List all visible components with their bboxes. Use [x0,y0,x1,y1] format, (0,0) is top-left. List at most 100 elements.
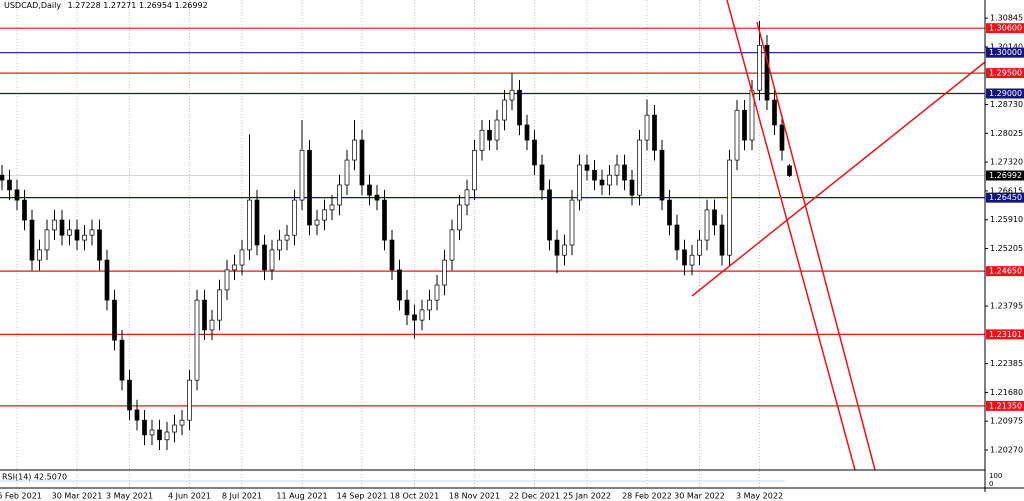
candle-body [779,124,785,151]
candle-body [682,249,687,266]
candle-body [622,164,627,181]
rsi-label: RSI(14) 42.5070 [2,473,67,482]
x-tick-label: 30 Mar 2022 [674,492,725,501]
candle-body [164,431,170,441]
candle-body [187,379,192,421]
candle-body [772,99,777,126]
x-tick-label: 18 Oct 2021 [390,492,439,501]
candle-body [337,184,342,206]
candle-body [359,139,365,186]
current-price-label: 1.26992 [989,171,1022,180]
symbol: USDCAD,Daily [4,1,61,10]
candle-body [52,219,57,231]
candle-body [599,179,605,186]
x-tick-label: 18 Nov 2021 [449,492,500,501]
x-tick-label: 28 Feb 2022 [622,492,672,501]
candle-body [112,299,117,341]
candle-body [494,119,500,141]
trendline [726,0,856,471]
candle-body [7,179,12,191]
x-tick-label: 3 May 2021 [106,492,153,501]
candle-body [532,139,537,166]
candle-body [59,219,65,236]
high: 1.27271 [103,1,136,10]
candle-body [97,229,102,261]
candle-body [734,109,740,161]
candle-body [262,244,267,271]
candle-body [239,249,245,266]
candle-body [149,429,155,436]
candle-body [584,164,590,171]
candle-body [89,229,95,236]
candle-body [592,169,597,181]
candle-body [277,239,282,251]
y-tick-label: 1.30140 [990,42,1023,51]
candle-body [667,199,672,226]
level-box [986,23,1024,34]
x-tick-label: 11 Aug 2021 [276,492,327,501]
candle-body [554,239,560,256]
candle-body [247,199,252,251]
candle-body [652,114,657,151]
candle-body [172,424,177,433]
x-tick-label: 14 Sep 2021 [337,492,388,501]
level-box [986,47,1024,58]
candle-body [464,189,470,206]
candle-body [449,229,455,261]
candle-body [269,249,275,271]
y-tick-label: 1.23795 [990,302,1023,311]
candle-body [457,204,462,231]
y-tick-label: 1.27320 [990,158,1023,167]
x-tick-label: 22 Dec 2021 [509,492,560,501]
low: 1.26954 [139,1,172,10]
levels: 1.30600 1.30000 1.29500 1.29000 1.26450 1.246… [0,23,1024,411]
candle-body [629,179,635,196]
candle-body [322,209,327,221]
candle-body [307,149,312,226]
candle-body [374,194,380,201]
candle-body [419,309,425,321]
candle-body [637,139,642,196]
candle-body [404,299,410,316]
rsi-scale: 100 [989,472,1002,480]
candle-body [14,189,20,201]
level-label: 1.30000 [989,48,1022,57]
candle-body [787,165,792,176]
x-tick-label: 4 Jun 2021 [168,492,211,501]
candle-body [547,189,552,241]
candle-body [344,159,350,186]
level-label: 1.23101 [989,330,1022,339]
candle-body [127,379,132,411]
trendline [691,61,986,297]
x-tick-label: 8 Jul 2021 [222,492,262,501]
candle-body [0,174,5,181]
candle-body [757,44,762,91]
candle-body [614,164,620,176]
candle-body [742,109,747,141]
x-tick-label: 30 Mar 2021 [52,492,103,501]
candle-body [412,314,417,321]
y-tick-label: 1.28025 [990,129,1023,138]
candle-body [292,199,297,236]
candle-body [314,219,320,226]
candle-body [577,164,582,201]
candle-body [22,199,27,221]
level-box [986,400,1024,411]
candle-body [194,299,200,381]
candle-body [232,264,237,271]
candle-body [517,89,522,126]
candle-body [434,284,440,301]
rsi-scale: 0 [989,480,993,488]
x-tick-label: 3 May 2022 [736,492,783,501]
current-price-box [986,170,1024,181]
chart-header: USDCAD,Daily 1.27228 1.27271 1.26954 1.2… [4,1,208,10]
level-box [986,68,1024,79]
candle-body [37,249,42,261]
candle-body [209,319,215,331]
candle-body [697,239,702,256]
candle-body [659,149,665,201]
level-label: 1.29000 [989,89,1022,98]
y-tick-label: 1.21680 [990,388,1023,397]
y-tick-label: 1.30845 [990,14,1023,23]
candle-body [82,234,87,241]
